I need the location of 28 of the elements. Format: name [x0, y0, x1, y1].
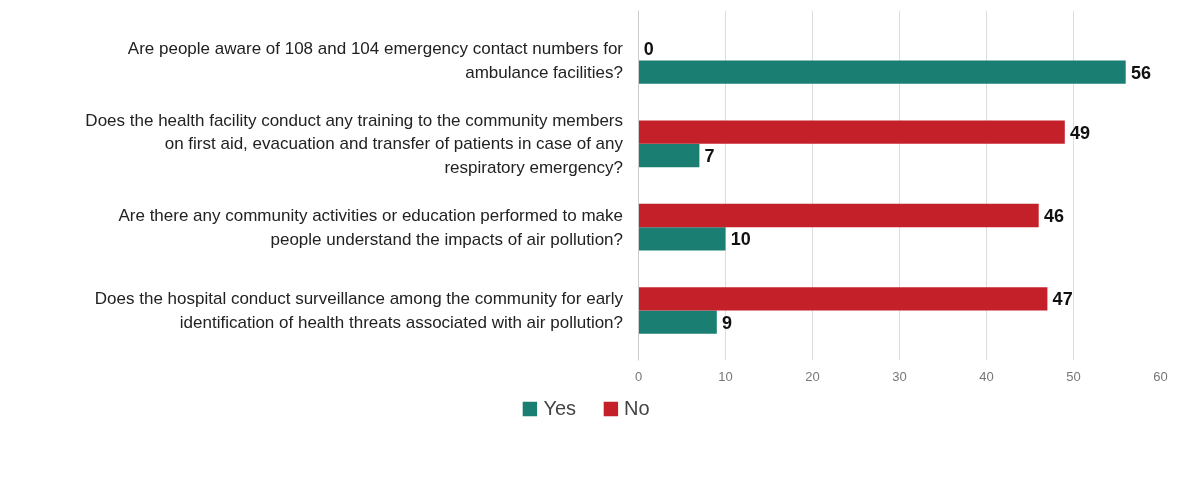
data-label: 47 [1052, 289, 1073, 310]
y-tick-label: Are there any community activities or education performed to make people understand the impacts of air pollution? [118, 205, 624, 249]
bar [638, 287, 1048, 311]
x-tick-label: 60 [1153, 368, 1168, 384]
bar [638, 203, 1039, 228]
x-tick-label: 20 [805, 368, 820, 384]
x-tick-label: 40 [979, 368, 994, 384]
legend-label: No [624, 396, 650, 420]
x-tick-label: 0 [634, 368, 643, 384]
bar [638, 120, 1065, 144]
data-label: 7 [704, 146, 715, 166]
legend-label: Yes [543, 396, 577, 420]
bar [638, 310, 717, 334]
bar [638, 143, 700, 168]
data-label: 49 [1070, 122, 1091, 143]
bar [638, 60, 1126, 84]
y-tick-label: Does the health facility conduct any training to the community members on first aid, evacuation and transfer of patients in case of any respiratory emergency? [85, 110, 624, 178]
data-label: 56 [1130, 62, 1151, 83]
data-label: 0 [643, 39, 654, 60]
data-label: 9 [722, 312, 733, 333]
data-label: 10 [730, 229, 751, 250]
data-label: 46 [1043, 206, 1064, 226]
bar [638, 227, 726, 251]
x-tick-label: 30 [892, 368, 907, 384]
y-tick-label: Does the hospital conduct surveillance among the community for early identification of health threats associated with air pollution? [94, 289, 624, 332]
y-tick-label: Are people aware of 108 and 104 emergency contact numbers for ambulance facilities? [127, 39, 624, 82]
x-tick-label: 10 [718, 368, 733, 384]
x-tick-label: 50 [1066, 368, 1081, 384]
